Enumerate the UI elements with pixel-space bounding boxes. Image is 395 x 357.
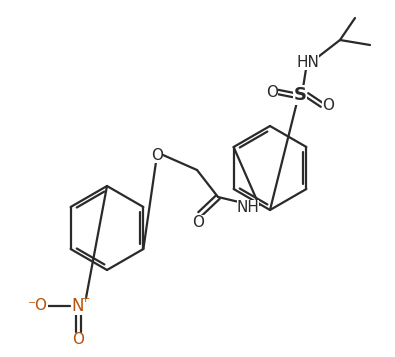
Text: N: N <box>72 297 84 315</box>
Text: +: + <box>80 294 90 304</box>
Text: O: O <box>72 332 84 347</box>
Text: NH: NH <box>237 200 260 215</box>
Text: HN: HN <box>297 55 320 70</box>
Text: O: O <box>192 215 204 230</box>
Text: ⁻O: ⁻O <box>28 298 48 313</box>
Text: O: O <box>322 97 334 112</box>
Text: S: S <box>293 86 307 104</box>
Text: O: O <box>266 85 278 100</box>
Text: O: O <box>151 147 163 162</box>
